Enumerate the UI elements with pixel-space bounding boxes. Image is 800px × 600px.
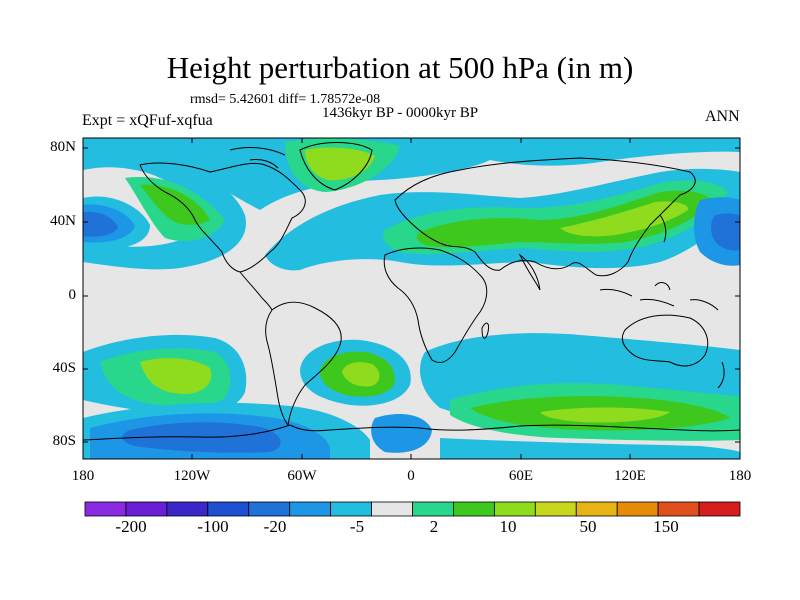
lon-tick-label: 0 bbox=[407, 468, 415, 484]
colorbar-label: 50 bbox=[579, 517, 597, 536]
contour-field bbox=[83, 138, 740, 459]
lat-tick-label: 40S bbox=[52, 360, 76, 376]
contour-positive-greenland-core bbox=[305, 147, 375, 181]
lat-tick-label: 40N bbox=[50, 213, 76, 229]
colorbar-label: -100 bbox=[197, 517, 229, 536]
coastline-madagascar bbox=[481, 322, 489, 339]
lat-tick-label: 80N bbox=[50, 139, 76, 155]
contour-positive-arctic bbox=[83, 138, 740, 210]
colorbar-swatch bbox=[166, 501, 209, 517]
contour-positive-eurasia-core bbox=[416, 190, 712, 248]
contour-positive-south-pacific-core bbox=[140, 358, 212, 394]
colorbar-label: -5 bbox=[349, 517, 365, 536]
coastline-central-america bbox=[239, 271, 273, 311]
coastline-japan bbox=[659, 214, 667, 243]
colorbar-swatch bbox=[330, 501, 372, 517]
axis-ticks bbox=[82, 138, 741, 459]
lon-tick-label: 120E bbox=[614, 468, 646, 484]
coastline-new-zealand bbox=[717, 361, 725, 389]
lat-tick-label: 0 bbox=[68, 287, 77, 303]
lon-tick-label: 60E bbox=[508, 468, 534, 484]
contour-negative-antarctic-east bbox=[440, 438, 740, 459]
coastline-greenland bbox=[299, 142, 373, 191]
colorbar-swatch bbox=[125, 501, 168, 517]
lon-tick-label: 60W bbox=[287, 468, 317, 484]
coastline-australia bbox=[621, 314, 709, 367]
lon-tick-label: 180 bbox=[728, 468, 752, 484]
experiment-label: Expt = xQFuf-xqfua bbox=[82, 112, 213, 129]
stats-label: rmsd= 5.42601 diff= 1.78572e-08 bbox=[190, 92, 381, 107]
coastline-arctic-islands bbox=[229, 147, 286, 169]
colorbar-swatch bbox=[207, 501, 250, 517]
colorbar-swatch bbox=[453, 501, 495, 517]
coastline-maritime-asia bbox=[599, 282, 719, 311]
lat-tick-label: 80S bbox=[52, 433, 76, 449]
colorbar-label: -20 bbox=[263, 517, 287, 536]
coastlines bbox=[83, 142, 740, 441]
colorbar-label: -200 bbox=[115, 517, 147, 536]
colorbar-swatch bbox=[616, 501, 659, 517]
colorbar-swatch bbox=[248, 501, 291, 517]
colorbar-swatch bbox=[412, 501, 454, 517]
colorbar-swatch bbox=[575, 501, 618, 517]
colorbar-swatch bbox=[698, 501, 741, 517]
lon-tick-label: 120W bbox=[173, 468, 211, 484]
colorbar-swatch bbox=[534, 501, 577, 517]
contour-positive-southern-ocean-peak bbox=[540, 407, 670, 423]
coastline-eurasia bbox=[394, 157, 696, 277]
lon-tick-label: 180 bbox=[71, 468, 95, 484]
coastline-antarctica bbox=[83, 424, 740, 441]
coastline-south-america bbox=[265, 301, 342, 427]
contour-negative-north-pacific-core bbox=[83, 211, 118, 237]
season-label: ANN bbox=[705, 108, 740, 125]
colorbar-label: 150 bbox=[653, 517, 679, 536]
period-label: 1436kyr BP - 0000kyr BP bbox=[322, 105, 479, 121]
colorbar-swatch bbox=[371, 501, 413, 517]
colorbar-swatch bbox=[657, 501, 700, 517]
colorbar-label: 10 bbox=[499, 517, 517, 536]
coastline-india bbox=[518, 253, 541, 291]
colorbar-swatch bbox=[493, 501, 536, 517]
colorbar-swatch bbox=[289, 501, 332, 517]
colorbar-label: 2 bbox=[429, 517, 439, 536]
coastline-africa bbox=[383, 247, 488, 363]
colorbar-swatch bbox=[84, 501, 127, 517]
contour-negative-north-pacific-east-core bbox=[710, 213, 740, 251]
coastline-north-america bbox=[139, 162, 306, 273]
contour-negative-antarctic-atlantic bbox=[371, 414, 432, 453]
contour-positive-eurasia-peak bbox=[560, 201, 689, 237]
colorbar bbox=[84, 501, 741, 517]
contour-positive-south-atlantic-core bbox=[342, 362, 380, 387]
plot-title: Height perturbation at 500 hPa (in m) bbox=[166, 50, 634, 85]
